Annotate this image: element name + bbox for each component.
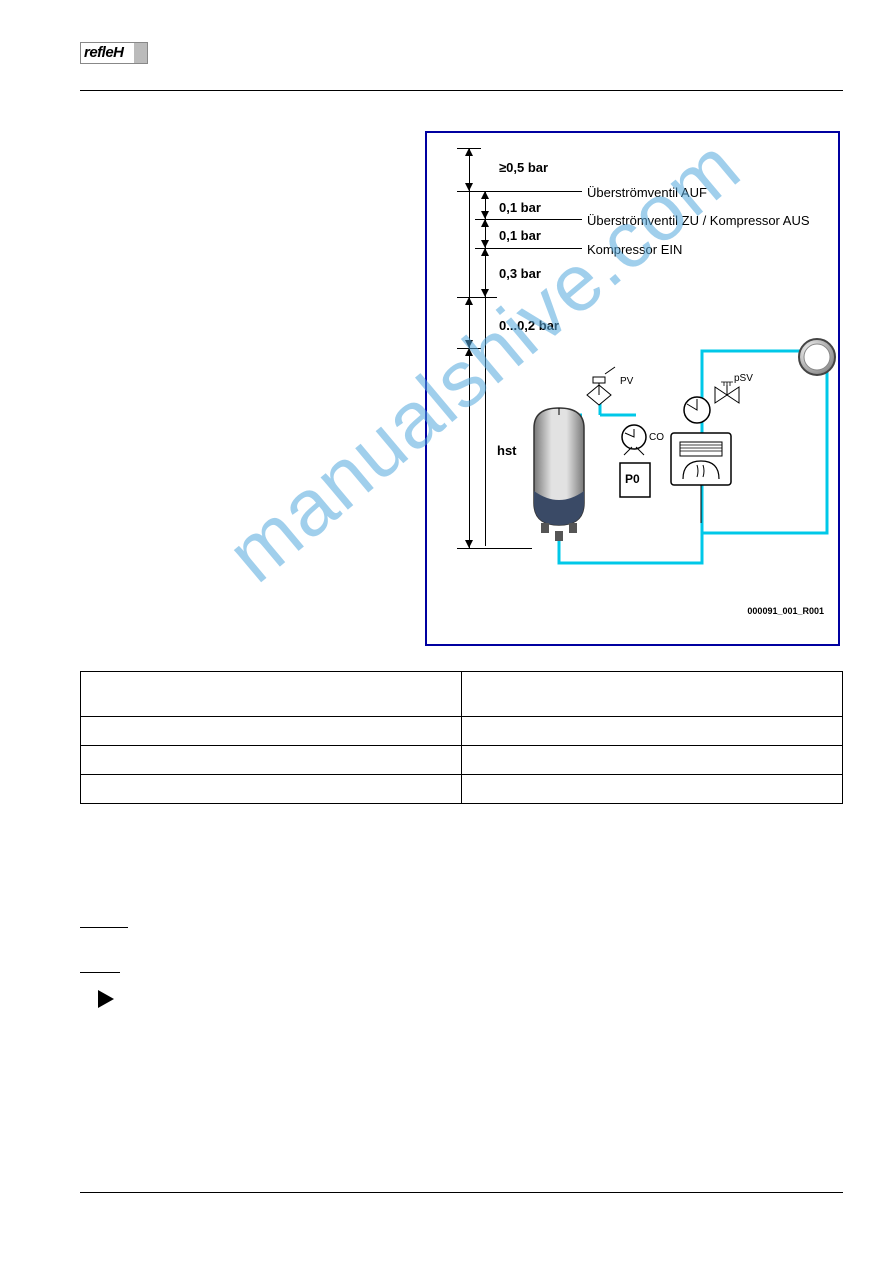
level-label: Überströmventil AUF bbox=[587, 185, 707, 200]
table-cell bbox=[462, 746, 843, 775]
arrow-up-icon bbox=[481, 191, 489, 199]
hst-label: hst bbox=[497, 443, 517, 458]
arrow-down-icon bbox=[481, 211, 489, 219]
arrow-down-icon bbox=[465, 183, 473, 191]
bottom-divider bbox=[80, 1192, 843, 1193]
table-cell bbox=[81, 672, 462, 717]
level-bar bbox=[475, 248, 582, 249]
arrow-up-icon bbox=[465, 297, 473, 305]
arrow-up-icon bbox=[481, 248, 489, 256]
level-bar bbox=[475, 219, 582, 220]
level-label: Überströmventil ZU / Kompressor AUS bbox=[587, 213, 810, 228]
short-divider bbox=[80, 927, 128, 928]
p0-label: P0 bbox=[625, 472, 640, 486]
image-reference: 000091_001_R001 bbox=[747, 606, 824, 616]
level-value: 0...0,2 bar bbox=[499, 318, 559, 333]
level-value: 0,1 bar bbox=[499, 228, 541, 243]
level-label: Kompressor EIN bbox=[587, 242, 682, 257]
schematic-svg bbox=[427, 133, 842, 648]
level-value: 0,1 bar bbox=[499, 200, 541, 215]
level-bar bbox=[457, 191, 582, 192]
level-value: 0,3 bar bbox=[499, 266, 541, 281]
table-cell bbox=[81, 746, 462, 775]
table-cell bbox=[462, 717, 843, 746]
play-icon bbox=[98, 990, 114, 1008]
table-cell bbox=[462, 672, 843, 717]
brand-logo: refleH bbox=[80, 42, 148, 64]
data-table bbox=[80, 671, 843, 804]
arrow-down-icon bbox=[465, 340, 473, 348]
co-label: CO bbox=[649, 432, 664, 443]
top-divider bbox=[80, 90, 843, 91]
psv-label: pSV bbox=[734, 373, 753, 384]
pv-label: PV bbox=[620, 376, 633, 387]
pressure-diagram: ≥0,5 bar 0,1 bar Überströmventil AUF 0,1… bbox=[425, 131, 840, 646]
arrow-down-icon bbox=[481, 289, 489, 297]
arrow-down-icon bbox=[465, 540, 473, 548]
arrow-up-icon bbox=[465, 148, 473, 156]
table-cell bbox=[81, 775, 462, 804]
arrow-down-icon bbox=[481, 240, 489, 248]
level-value: ≥0,5 bar bbox=[499, 160, 548, 175]
arrow-up-icon bbox=[465, 348, 473, 356]
arrow-up-icon bbox=[481, 219, 489, 227]
table-cell bbox=[81, 717, 462, 746]
short-divider bbox=[80, 972, 120, 973]
level-bar bbox=[457, 548, 532, 549]
table-cell bbox=[462, 775, 843, 804]
level-bar bbox=[457, 297, 497, 298]
